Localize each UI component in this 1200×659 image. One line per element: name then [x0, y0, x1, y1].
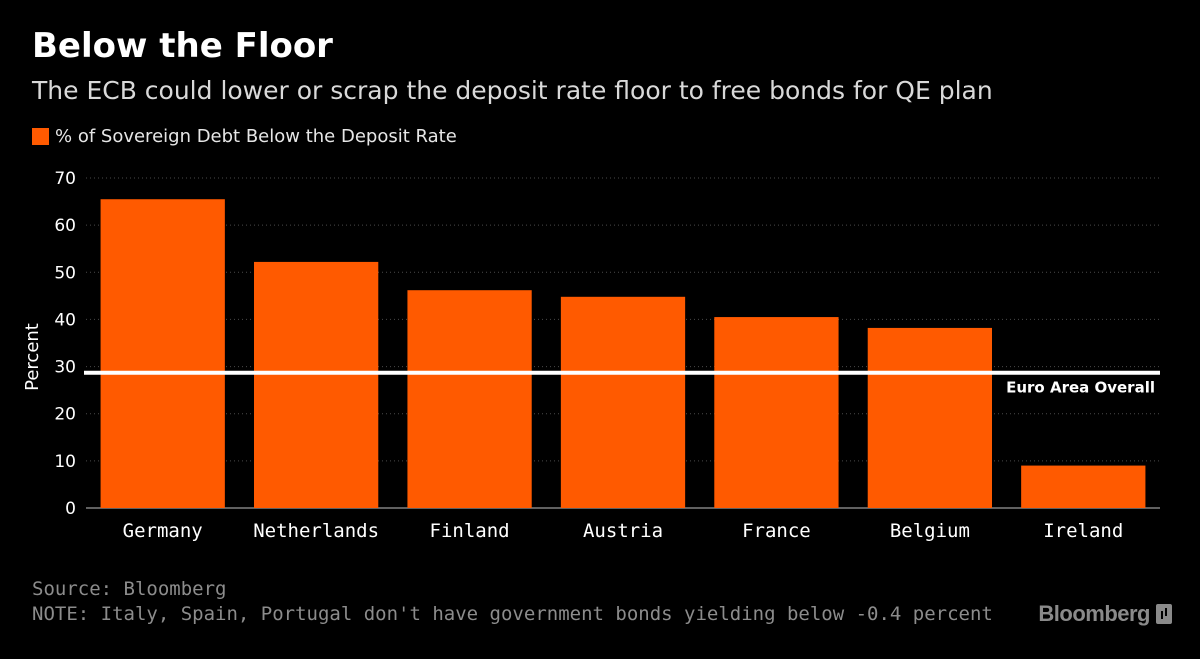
y-tick-label: 40 [54, 310, 76, 330]
x-tick-label: Belgium [890, 520, 970, 542]
chart-subtitle: The ECB could lower or scrap the deposit… [32, 76, 993, 105]
y-tick-label: 30 [54, 358, 76, 378]
bar-finland [407, 290, 532, 508]
y-tick-label: 20 [54, 405, 76, 425]
legend-swatch [32, 127, 49, 145]
source-note: Source: Bloomberg [32, 578, 227, 600]
y-tick-label: 70 [54, 169, 76, 189]
brand-name: Bloomberg [1038, 601, 1150, 626]
x-tick-label: Ireland [1043, 520, 1123, 542]
y-tick-label: 50 [54, 263, 76, 283]
y-tick-label: 0 [65, 499, 76, 519]
bloomberg-terminal-icon [1156, 604, 1172, 624]
bar-germany [100, 199, 225, 508]
bar-france [714, 317, 839, 508]
legend-label: % of Sovereign Debt Below the Deposit Ra… [55, 125, 457, 147]
x-tick-label: Germany [123, 520, 203, 542]
x-tick-label: Netherlands [253, 520, 379, 542]
x-tick-label: Austria [583, 520, 663, 542]
x-tick-label: France [742, 520, 811, 542]
bar-belgium [867, 327, 992, 508]
footnote: NOTE: Italy, Spain, Portugal don't have … [32, 603, 993, 625]
bar-ireland [1021, 465, 1146, 508]
y-tick-label: 10 [54, 452, 76, 472]
legend: % of Sovereign Debt Below the Deposit Ra… [32, 124, 457, 148]
bar-chart: 0 10 20 30 40 50 60 70 Percent Germany Netherlands… [22, 169, 1160, 542]
y-axis-label: Percent [22, 323, 43, 391]
brand-logo: Bloomberg [1038, 600, 1172, 628]
y-tick-label: 60 [54, 216, 76, 236]
x-tick-label: Finland [430, 520, 510, 542]
bar-austria [560, 296, 686, 508]
reference-line-label: Euro Area Overall [1006, 379, 1155, 397]
bar-netherlands [254, 261, 379, 508]
chart-title: Below the Floor [32, 26, 333, 66]
